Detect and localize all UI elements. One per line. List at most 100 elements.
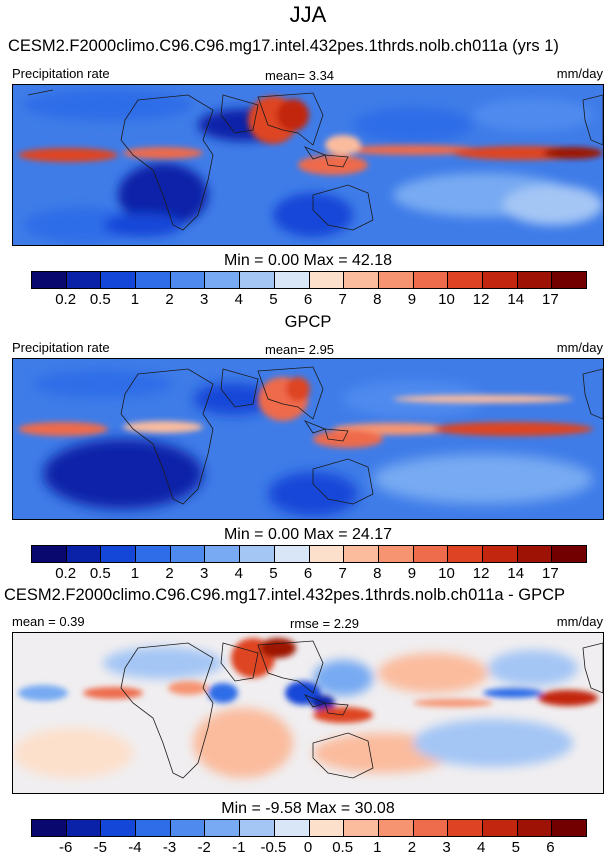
colorbar-segment [552, 272, 586, 288]
colorbar-segment [170, 272, 206, 288]
colorbar-segment [136, 546, 171, 562]
colorbar-segment [552, 546, 586, 562]
colorbar-tick-label: 2 [165, 291, 174, 308]
colorbar-segment [66, 546, 102, 562]
panel2-mean-label: mean= 2.95 [265, 342, 335, 357]
panel2-units-label: mm/day [556, 340, 603, 355]
colorbar-tick-label: 1 [373, 839, 382, 856]
colorbar-tick-label: -0.5 [260, 839, 287, 856]
panel3-units-label: mm/day [556, 614, 603, 629]
colorbar-segment [240, 546, 275, 562]
colorbar-segment [101, 820, 137, 836]
colorbar-segment [170, 546, 206, 562]
colorbar-segment [517, 820, 553, 836]
colorbar-tick-label: 0.5 [332, 839, 354, 856]
colorbar-segment [66, 272, 102, 288]
colorbar-segment [552, 820, 586, 836]
colorbar-segment [344, 546, 379, 562]
colorbar-tick-label: 3 [442, 839, 451, 856]
colorbar-tick-label: 4 [476, 839, 486, 856]
colorbar-tick-label: 8 [373, 565, 382, 582]
colorbar-tick-label: 17 [542, 565, 559, 582]
colorbar-tick-label: -5 [93, 839, 107, 856]
colorbar-tick-label: 6 [303, 565, 313, 582]
colorbar-tick-label: 2 [407, 839, 417, 856]
colorbar-tick-label: 12 [472, 565, 490, 582]
panel2-variable-label: Precipitation rate [12, 340, 110, 355]
colorbar-tick-label: 2 [165, 565, 174, 582]
colorbar-segment [32, 820, 67, 836]
colorbar-segment [205, 272, 241, 288]
panel2-minmax: Min = 0.00 Max = 24.17 [223, 526, 393, 543]
colorbar-tick-label: 12 [472, 291, 490, 308]
colorbar-segment [482, 272, 518, 288]
colorbar-tick-label: 17 [542, 291, 559, 308]
panel1-title: CESM2.F2000climo.C96.C96.mg17.intel.432p… [8, 37, 559, 55]
panel1-colorbar [31, 271, 587, 289]
colorbar-tick-label: -3 [162, 839, 177, 856]
colorbar-tick-label: 3 [199, 291, 209, 308]
colorbar-tick-label: 1 [130, 565, 140, 582]
colorbar-tick-label: -6 [58, 839, 73, 856]
panel3-coastlines [120, 640, 603, 779]
colorbar-tick-label: 3 [199, 565, 209, 582]
panel1-mean-label: mean= 3.34 [265, 68, 335, 83]
colorbar-tick-label: 5 [269, 565, 278, 582]
colorbar-segment [309, 546, 345, 562]
colorbar-segment [136, 820, 171, 836]
panel1-minmax: Min = 0.00 Max = 42.18 [223, 252, 393, 269]
colorbar-segment [205, 820, 241, 836]
colorbar-segment [344, 820, 379, 836]
colorbar-tick-label: 4 [234, 565, 243, 582]
panel2-title: GPCP [284, 313, 332, 331]
colorbar-tick-label: -2 [197, 839, 211, 856]
colorbar-tick-label: 9 [407, 565, 417, 582]
colorbar-segment [170, 820, 206, 836]
colorbar-tick-label: 0.5 [89, 291, 111, 308]
colorbar-segment [378, 272, 414, 288]
panel3-rmse-label: rmse = 2.29 [290, 616, 360, 631]
panel2-colorbar [31, 545, 587, 563]
colorbar-tick-label: 7 [338, 565, 347, 582]
colorbar-segment [413, 546, 449, 562]
colorbar-tick-label: 6 [303, 291, 313, 308]
colorbar-tick-label: 0.2 [55, 291, 77, 308]
colorbar-segment [517, 272, 553, 288]
colorbar-segment [448, 546, 483, 562]
panel2-gpcp-precip-map [12, 358, 604, 520]
colorbar-segment [274, 820, 310, 836]
colorbar-tick-label: -4 [128, 839, 142, 856]
colorbar-tick-label: 10 [438, 565, 455, 582]
colorbar-segment [482, 820, 518, 836]
colorbar-segment [101, 546, 137, 562]
colorbar-segment [309, 820, 345, 836]
colorbar-segment [32, 546, 67, 562]
panel1-coastlines [27, 89, 603, 231]
panel3-title: CESM2.F2000climo.C96.C96.mg17.intel.432p… [4, 586, 565, 604]
panel1-variable-label: Precipitation rate [12, 66, 110, 81]
colorbar-tick-label: 10 [438, 291, 455, 308]
colorbar-segment [309, 272, 345, 288]
colorbar-segment [448, 820, 483, 836]
colorbar-tick-label: 14 [507, 291, 525, 308]
colorbar-tick-label: 6 [546, 839, 555, 856]
colorbar-tick-label: -1 [232, 839, 246, 856]
colorbar-tick-label: 1 [130, 291, 140, 308]
colorbar-segment [32, 272, 67, 288]
colorbar-tick-label: 9 [407, 291, 417, 308]
colorbar-segment [240, 820, 275, 836]
colorbar-segment [205, 546, 241, 562]
panel1-model-precip-map [12, 84, 604, 246]
colorbar-segment [378, 546, 414, 562]
colorbar-segment [274, 272, 310, 288]
colorbar-tick-label: 5 [269, 291, 278, 308]
panel3-mean-label: mean = 0.39 [12, 614, 85, 629]
panel2-coastlines [120, 366, 603, 505]
colorbar-segment [448, 272, 483, 288]
colorbar-segment [482, 546, 518, 562]
colorbar-segment [240, 272, 275, 288]
colorbar-segment [136, 272, 171, 288]
colorbar-segment [378, 820, 414, 836]
panel3-minmax: Min = -9.58 Max = 30.08 [221, 800, 395, 817]
panel1-units-label: mm/day [556, 66, 603, 81]
